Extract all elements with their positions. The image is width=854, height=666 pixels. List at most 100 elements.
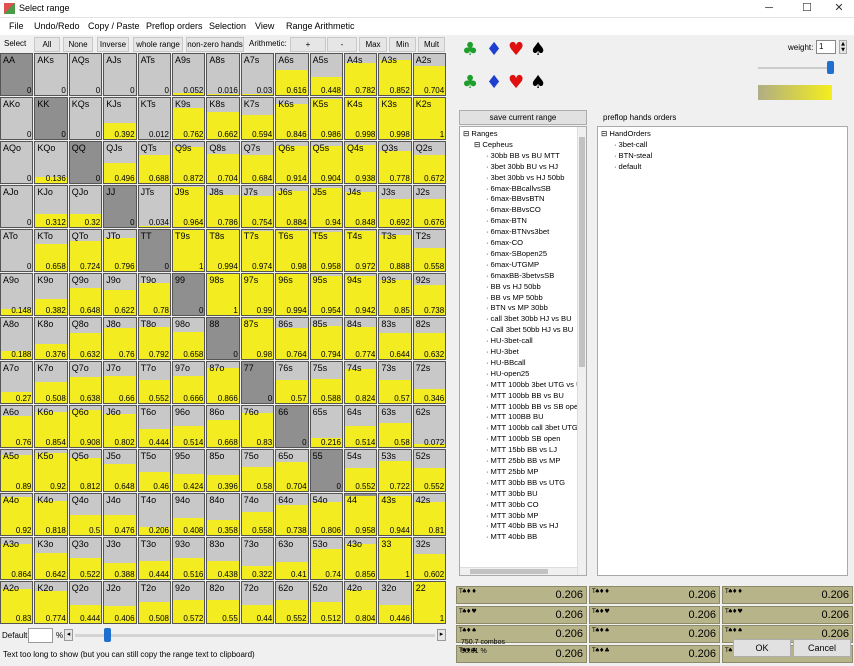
spades-toggle-icon[interactable]: ♠ <box>530 74 546 92</box>
range-item[interactable]: ·MTT 40bb BB vs HJ <box>486 521 558 530</box>
min-button[interactable]: Min <box>389 37 416 52</box>
tree-collapse-icon[interactable]: · <box>486 347 489 356</box>
range-item[interactable]: ·MTT 15bb BB vs LJ <box>486 445 557 454</box>
range-item[interactable]: ·BTN vs MP 30bb <box>486 303 548 312</box>
tree-collapse-icon[interactable]: · <box>486 489 489 498</box>
tree-collapse-icon[interactable]: ⊟ <box>463 129 469 138</box>
range-item[interactable]: ·6max-BBvsBTN <box>486 194 545 203</box>
clubs-toggle-icon[interactable]: ♣ <box>462 41 478 59</box>
close-button[interactable]: ✕ <box>822 0 854 18</box>
tree-collapse-icon[interactable]: · <box>486 511 489 520</box>
minus-button[interactable]: - <box>327 37 357 52</box>
tree-collapse-icon[interactable]: · <box>486 336 489 345</box>
scroll-left-arrow-icon[interactable]: ◂ <box>64 629 73 641</box>
range-item[interactable]: ·MTT 100bb 3bet UTG vs U <box>486 380 577 389</box>
range-item[interactable]: ·MTT 30bb CO <box>486 500 539 509</box>
range-item[interactable]: ·MTT 100bb BB vs SB open <box>486 402 577 411</box>
menu-undo-redo[interactable]: Undo/Redo <box>34 21 80 31</box>
default-slider-track[interactable] <box>75 634 435 637</box>
tree-node-ranges[interactable]: ⊟Ranges <box>463 129 498 138</box>
range-item[interactable]: ·MTT 40bb BB <box>486 532 537 541</box>
diamonds-toggle-icon[interactable]: ♦ <box>486 74 502 92</box>
tree-collapse-icon[interactable]: · <box>486 456 489 465</box>
tree-collapse-icon[interactable]: · <box>486 271 489 280</box>
default-slider-thumb[interactable] <box>104 628 111 642</box>
maximize-button[interactable]: ☐ <box>790 0 824 18</box>
tree-collapse-icon[interactable]: · <box>486 194 489 203</box>
range-item[interactable]: ·HU-3bet <box>486 347 519 356</box>
range-item[interactable]: ·HU-3bet-call <box>486 336 533 345</box>
spades-toggle-icon[interactable]: ♠ <box>530 41 546 59</box>
hand-order-item[interactable]: ·default <box>614 162 641 171</box>
ok-button[interactable]: OK <box>733 639 791 657</box>
range-item[interactable]: ·6max-UTGMP <box>486 260 539 269</box>
range-item[interactable]: ·6max-BBcallvsSB <box>486 184 551 193</box>
tree-collapse-icon[interactable]: · <box>486 227 489 236</box>
tree-collapse-icon[interactable]: · <box>486 162 489 171</box>
hearts-toggle-icon[interactable]: ♥ <box>508 74 524 92</box>
tree-collapse-icon[interactable]: · <box>486 478 489 487</box>
ranges-vertical-scrollbar[interactable] <box>577 127 586 575</box>
scroll-right-arrow-icon[interactable]: ▸ <box>437 629 446 641</box>
range-item[interactable]: ·6max-CO <box>486 238 523 247</box>
suit-combo-stat[interactable]: T♠♦ ♦0.206 <box>722 586 853 604</box>
range-item[interactable]: ·Call 3bet 50bb HJ vs BU <box>486 325 573 334</box>
